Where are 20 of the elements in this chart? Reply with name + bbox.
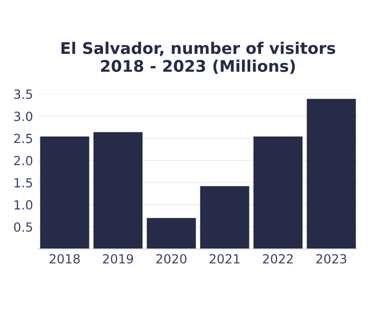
bar (93, 132, 143, 249)
bar (253, 136, 303, 249)
x-tick-label: 2018 (50, 254, 80, 264)
y-tick-label: 2.0 (14, 156, 32, 166)
y-tick-label: 3.5 (14, 89, 32, 99)
chart-title: El Salvador, number of visitors 2018 - 2023 (Millions) (62, 42, 336, 74)
bar (40, 136, 90, 249)
x-tick-label: 2019 (103, 254, 134, 264)
y-tick-label: 1.5 (14, 178, 32, 188)
bar (306, 98, 356, 249)
y-tick-label: 3.0 (14, 112, 32, 122)
x-tick-label: 2023 (316, 254, 346, 264)
x-tick-label: 2020 (156, 254, 186, 264)
bar (200, 186, 250, 249)
x-tick-label: 2021 (210, 254, 240, 264)
y-tick-label: 1.0 (14, 200, 32, 210)
x-tick-label: 2022 (263, 254, 293, 264)
bar (146, 218, 196, 249)
y-tick-label: 2.5 (14, 134, 32, 144)
y-tick-label: 0.5 (14, 222, 32, 232)
